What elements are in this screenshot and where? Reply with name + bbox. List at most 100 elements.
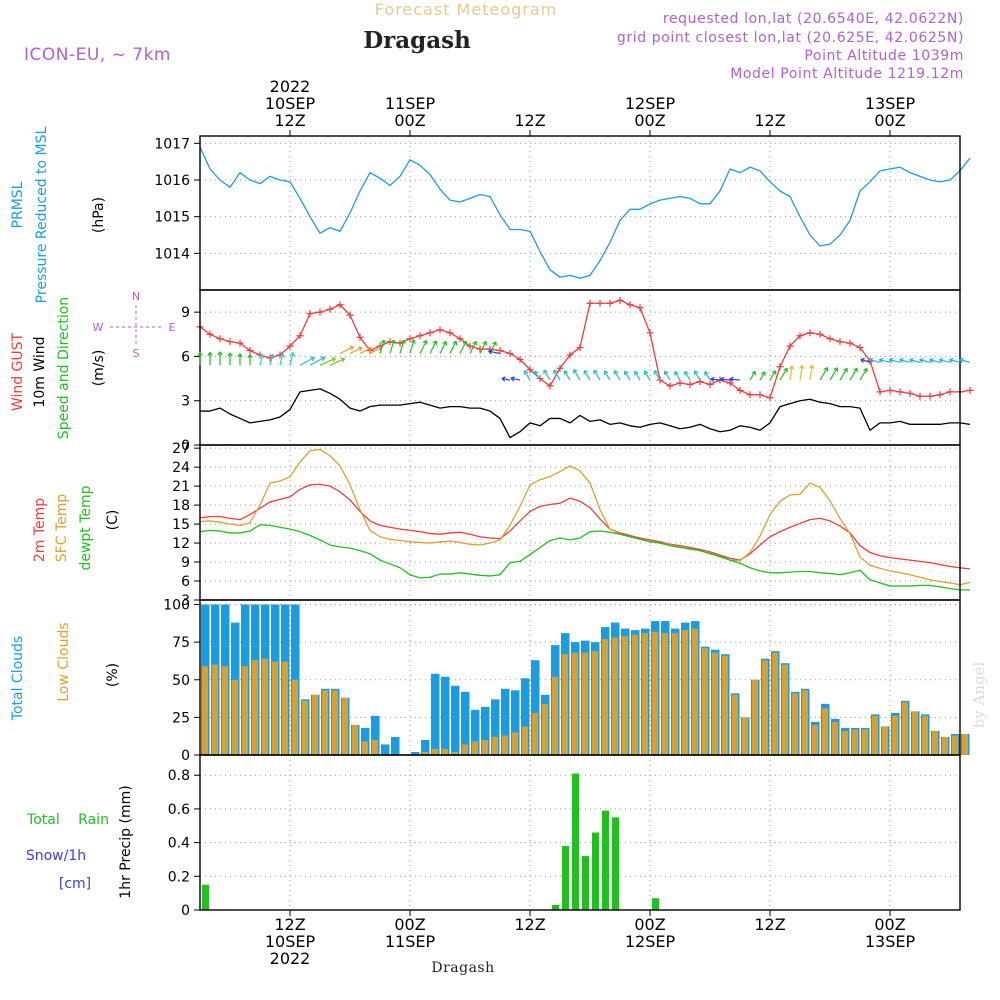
wind-arrow-head — [720, 376, 725, 383]
wind-arrow — [779, 367, 788, 381]
wind-arrow-head — [259, 354, 265, 359]
model-altitude: Model Point Altitude 1219.12m — [730, 66, 964, 82]
total-cloud-bar — [491, 699, 500, 755]
wind-arrow-head — [482, 340, 488, 346]
low-cloud-bar — [572, 652, 578, 755]
y-tick-label: 15 — [172, 517, 190, 533]
gust-marker — [826, 335, 834, 343]
y-tick-label: 75 — [172, 635, 190, 651]
precip-label-snow-unit: [cm] — [59, 876, 91, 892]
low-cloud-bar — [692, 628, 698, 755]
wind-arrow — [819, 367, 828, 381]
time-label-top: 2022 — [270, 77, 311, 96]
wind-arrow — [449, 340, 457, 354]
low-cloud-bar — [932, 730, 938, 755]
low-cloud-bar — [952, 735, 958, 755]
y-tick-label: 27 — [172, 441, 190, 457]
low-cloud-bar — [272, 661, 278, 755]
gust-marker — [806, 329, 814, 337]
gust-marker — [406, 335, 414, 343]
pressure-labels: PRMSL Pressure Reduced to MSL (hPa) — [10, 126, 107, 303]
wind-arrow-head — [563, 370, 569, 375]
y-tick-label: 1014 — [154, 246, 190, 262]
wind-arrow-head — [948, 357, 954, 364]
total-cloud-bar — [411, 751, 420, 755]
gust-marker — [316, 308, 324, 316]
wind-arrow — [799, 365, 803, 381]
series-dewpt-temp — [199, 524, 970, 591]
low-cloud-bar — [642, 633, 648, 755]
wind-arrow — [553, 369, 561, 381]
gust-marker — [226, 338, 234, 346]
temp-unit: (C) — [105, 510, 121, 531]
precip-labels: Total Rain Snow/1h [cm] 1hr Precip (mm) — [26, 785, 134, 898]
low-cloud-bar — [672, 633, 678, 755]
time-label-bottom: 12Z — [274, 915, 305, 934]
series-wind-gust — [199, 299, 971, 399]
panel-frame — [199, 444, 961, 601]
wind-arrow-head — [729, 376, 734, 382]
location-title: Dragash — [363, 27, 471, 54]
low-cloud-bar — [862, 729, 868, 755]
wind-arrow-head — [400, 339, 406, 345]
low-cloud-bar — [252, 660, 258, 755]
panel-pressure: 1014 1015 1016 1017 — [154, 135, 971, 291]
low-cloud-bar — [502, 735, 508, 755]
temp-label-2m: 2m Temp — [32, 498, 48, 562]
gust-marker — [436, 326, 444, 334]
y-tick-label: 1017 — [154, 136, 190, 152]
wind-arrow-head — [868, 357, 874, 364]
y-tick-label: 9 — [181, 555, 190, 571]
temp-label-dewpt: dewpt Temp — [78, 485, 94, 570]
wind-arrow — [409, 339, 415, 354]
requested-coords: requested lon,lat (20.6540E, 42.0622N) — [663, 11, 964, 27]
low-cloud-bar — [472, 741, 478, 755]
low-cloud-bar — [202, 666, 208, 755]
wind-arrow-head — [899, 357, 904, 364]
gust-marker — [206, 330, 214, 338]
footer-location: Dragash — [431, 960, 494, 976]
y-tick-label: 6 — [181, 349, 190, 365]
low-cloud-bar — [892, 715, 898, 755]
low-cloud-bar — [742, 717, 748, 755]
gust-marker — [566, 351, 574, 359]
precip-label-rain: Total Rain — [26, 812, 109, 828]
wind-arrow — [319, 357, 336, 366]
wind-labels: Wind GUST 10m Wind Speed and Direction (… — [10, 290, 176, 439]
rain-bar — [552, 904, 559, 910]
gust-marker — [526, 366, 534, 374]
rain-bar — [582, 856, 589, 910]
compass-n: N — [132, 290, 140, 303]
wind-arrow-head — [533, 370, 539, 376]
low-cloud-bar — [902, 702, 908, 755]
wind-arrow-head — [771, 370, 777, 375]
gust-marker — [596, 299, 604, 307]
wind-arrow — [899, 359, 911, 363]
y-tick-label: 18 — [172, 498, 190, 514]
wind-arrow — [399, 339, 405, 354]
wind-arrow — [299, 356, 315, 366]
gust-marker — [756, 391, 764, 399]
wind-arrow-head — [442, 340, 448, 346]
wind-arrow-head — [227, 352, 233, 357]
cloud-label-total: Total Clouds — [10, 636, 26, 721]
wind-arrow — [684, 371, 691, 381]
gust-marker — [346, 311, 354, 319]
gust-marker — [916, 392, 924, 400]
wind-arrow-head — [634, 370, 639, 376]
low-cloud-bar — [782, 664, 788, 755]
series-sfc-temp — [199, 448, 971, 586]
gust-marker — [876, 388, 884, 396]
total-cloud-bar — [421, 739, 430, 755]
wind-arrow — [469, 341, 477, 354]
wind-arrow-head — [878, 357, 884, 364]
rain-bar — [652, 898, 659, 910]
time-label-bottom: 12Z — [754, 915, 785, 934]
low-cloud-bar — [762, 660, 768, 755]
wind-arrow-head — [340, 357, 346, 363]
total-cloud-bar — [371, 715, 380, 755]
gust-marker — [656, 376, 664, 384]
y-tick-label: 21 — [172, 479, 190, 495]
